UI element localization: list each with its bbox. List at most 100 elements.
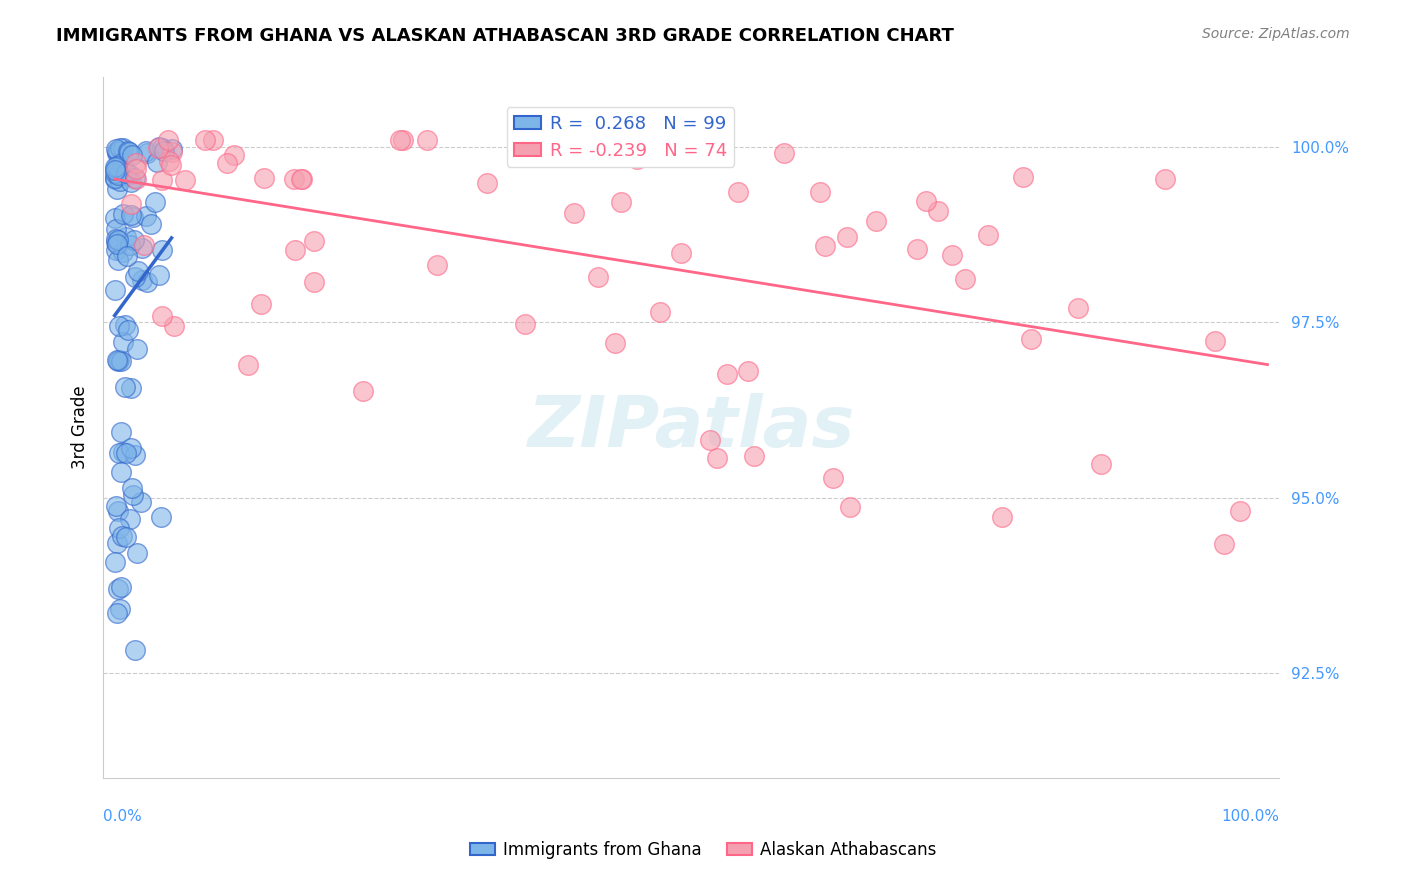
Point (107, 504, 129, 518)
Point (107, 353, 129, 368)
Point (105, 222, 128, 236)
Point (742, 449, 765, 463)
Legend: Immigrants from Ghana, Alaskan Athabascans: Immigrants from Ghana, Alaskan Athabasca… (463, 835, 943, 866)
Point (426, 258, 449, 272)
Point (112, 151, 135, 165)
Point (727, 185, 749, 199)
Point (991, 509, 1014, 524)
Point (121, 148, 143, 162)
Point (475, 176, 498, 190)
Point (110, 425, 132, 439)
Point (160, 145, 183, 159)
Point (148, 139, 170, 153)
Point (706, 451, 728, 466)
Point (513, 317, 536, 331)
Point (650, 133, 672, 147)
Point (105, 182, 128, 196)
Point (104, 172, 127, 186)
Point (104, 160, 127, 174)
Point (1012, 169, 1035, 184)
Point (163, 319, 186, 334)
Point (121, 441, 143, 455)
Point (107, 236, 129, 251)
Point (110, 354, 132, 368)
Point (603, 335, 626, 350)
Point (150, 173, 173, 187)
Point (104, 171, 127, 186)
Point (104, 142, 127, 156)
Point (118, 145, 141, 159)
Point (108, 174, 131, 188)
Point (115, 249, 138, 263)
Point (1154, 171, 1177, 186)
Point (139, 217, 162, 231)
Point (1090, 457, 1112, 471)
Point (125, 156, 148, 170)
Point (145, 195, 167, 210)
Point (121, 488, 143, 502)
Point (575, 133, 598, 147)
Point (808, 185, 831, 199)
Point (121, 481, 143, 495)
Point (160, 142, 183, 156)
Point (124, 270, 146, 285)
Point (1213, 537, 1236, 551)
Point (955, 272, 977, 286)
Point (111, 151, 134, 165)
Point (105, 145, 128, 159)
Point (122, 233, 145, 247)
Point (416, 133, 439, 147)
Point (124, 171, 146, 186)
Point (821, 471, 844, 485)
Point (156, 133, 179, 147)
Point (135, 209, 157, 223)
Point (112, 245, 135, 260)
Point (699, 433, 721, 447)
Point (150, 141, 173, 155)
Point (222, 148, 245, 162)
Point (107, 607, 129, 621)
Point (131, 273, 153, 287)
Point (115, 166, 138, 180)
Point (202, 133, 225, 147)
Point (941, 248, 963, 262)
Point (304, 234, 326, 248)
Point (120, 238, 142, 252)
Point (117, 144, 139, 158)
Y-axis label: 3rd Grade: 3rd Grade (72, 385, 89, 469)
Point (105, 500, 128, 514)
Point (157, 154, 180, 169)
Point (108, 521, 131, 535)
Point (104, 232, 127, 246)
Text: ZIPatlas: ZIPatlas (527, 393, 855, 462)
Point (110, 602, 132, 616)
Point (118, 167, 141, 181)
Point (915, 194, 938, 208)
Point (389, 133, 412, 147)
Point (626, 152, 648, 166)
Point (152, 243, 174, 257)
Point (304, 276, 326, 290)
Point (114, 318, 136, 332)
Point (112, 141, 135, 155)
Point (392, 133, 415, 147)
Point (115, 446, 138, 460)
Point (124, 642, 146, 657)
Point (110, 465, 132, 479)
Point (865, 214, 887, 228)
Point (160, 158, 183, 172)
Point (107, 233, 129, 247)
Point (149, 510, 172, 524)
Point (1204, 334, 1226, 348)
Point (124, 448, 146, 462)
Point (112, 334, 135, 349)
Point (115, 229, 138, 244)
Point (814, 238, 837, 252)
Point (105, 164, 128, 178)
Point (114, 529, 136, 543)
Point (136, 146, 159, 161)
Point (519, 133, 541, 147)
Point (217, 156, 239, 170)
Point (253, 170, 276, 185)
Point (104, 166, 127, 180)
